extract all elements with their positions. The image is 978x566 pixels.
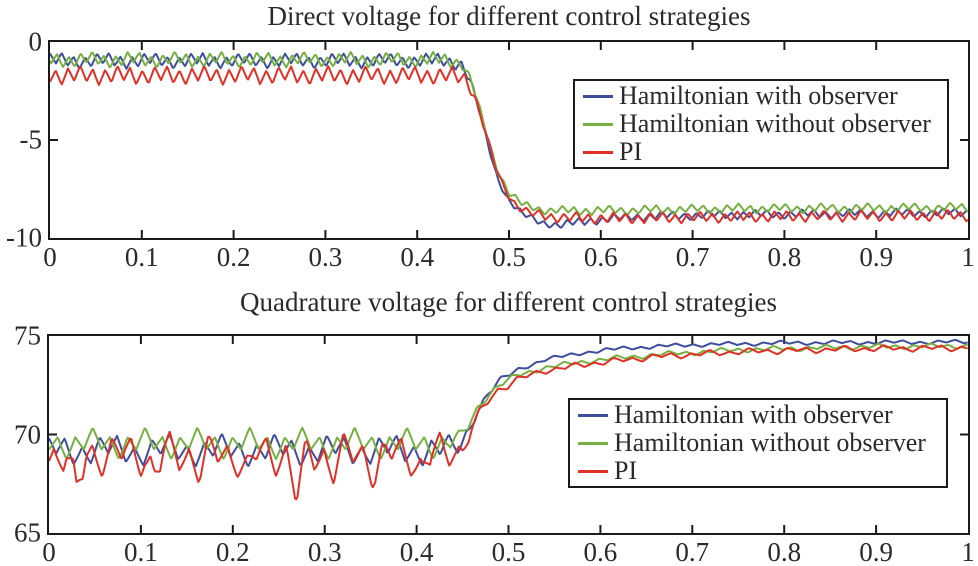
series-line-hamiltonian-with-observer bbox=[49, 338, 968, 468]
bottom-chart-title: Quadrature voltage for different control… bbox=[239, 287, 778, 317]
x-tick-label: 0.1 bbox=[124, 242, 159, 272]
x-tick-label: 0.5 bbox=[492, 242, 526, 272]
x-tick-label: 0.2 bbox=[215, 537, 250, 566]
legend-label: PI bbox=[619, 137, 643, 166]
series-line-hamiltonian-without-observer bbox=[49, 342, 968, 461]
legend-item: Hamiltonian without observer bbox=[583, 110, 947, 138]
series-line-pi bbox=[49, 344, 968, 501]
x-tick-label: 0.7 bbox=[675, 242, 710, 272]
y-tick-label: 75 bbox=[14, 320, 41, 351]
series-line-hamiltonian-without-observer bbox=[50, 50, 968, 216]
x-tick-label: 1 bbox=[961, 537, 975, 566]
legend-label: Hamiltonian with observer bbox=[619, 81, 898, 110]
legend-item: Hamiltonian without observer bbox=[578, 429, 946, 457]
legend-label: Hamiltonian with observer bbox=[614, 400, 893, 429]
x-tick-label: 0.8 bbox=[767, 242, 802, 272]
legend-label: Hamiltonian without observer bbox=[619, 109, 931, 138]
legend-line-sample bbox=[583, 122, 613, 126]
y-tick-label: -10 bbox=[6, 222, 42, 253]
x-tick-label: 0 bbox=[43, 242, 57, 272]
legend-item: PI bbox=[578, 457, 946, 485]
x-tick-label: 0.1 bbox=[124, 537, 158, 566]
bottom-chart-plot-area: Hamiltonian with observer Hamiltonian wit… bbox=[47, 334, 970, 535]
y-tick-label: -5 bbox=[19, 124, 43, 155]
chart-canvas bbox=[49, 336, 968, 533]
x-tick-label: 0.3 bbox=[308, 242, 343, 272]
x-tick-label: 0 bbox=[42, 537, 56, 566]
legend-line-sample bbox=[583, 150, 613, 154]
x-tick-label: 0.6 bbox=[583, 242, 618, 272]
legend-label: PI bbox=[614, 456, 638, 485]
x-tick-label: 0.7 bbox=[675, 537, 710, 566]
x-tick-label: 0.4 bbox=[400, 242, 435, 272]
chart-canvas bbox=[50, 42, 968, 238]
series-line-pi bbox=[50, 65, 968, 225]
y-tick-label: 70 bbox=[14, 419, 41, 449]
x-tick-label: 0.4 bbox=[399, 537, 434, 566]
legend-box: Hamiltonian with observer Hamiltonian wit… bbox=[568, 398, 948, 488]
x-tick-label: 0.9 bbox=[859, 537, 893, 566]
legend-item: Hamiltonian with observer bbox=[578, 401, 946, 429]
x-tick-label: 0.8 bbox=[767, 537, 802, 566]
legend-item: PI bbox=[583, 138, 947, 166]
top-chart-title: Direct voltage for different control str… bbox=[267, 1, 751, 31]
y-tick-label: 0 bbox=[28, 26, 43, 57]
x-tick-label: 0.9 bbox=[859, 242, 894, 272]
x-tick-label: 0.6 bbox=[583, 537, 618, 566]
legend-label: Hamiltonian without observer bbox=[614, 428, 926, 457]
legend-item: Hamiltonian with observer bbox=[583, 82, 947, 110]
legend-line-sample bbox=[578, 441, 608, 445]
y-tick-label: 65 bbox=[14, 517, 41, 548]
x-tick-label: 0.2 bbox=[216, 242, 251, 272]
legend-line-sample bbox=[583, 94, 613, 98]
legend-line-sample bbox=[578, 413, 608, 417]
top-chart-plot-area: Hamiltonian with observer Hamiltonian wit… bbox=[48, 40, 970, 240]
legend-box: Hamiltonian with observer Hamiltonian wit… bbox=[573, 79, 949, 169]
x-tick-label: 1 bbox=[961, 242, 975, 272]
x-tick-label: 0.3 bbox=[307, 537, 342, 566]
legend-line-sample bbox=[578, 469, 608, 473]
x-tick-label: 0.5 bbox=[491, 537, 526, 566]
